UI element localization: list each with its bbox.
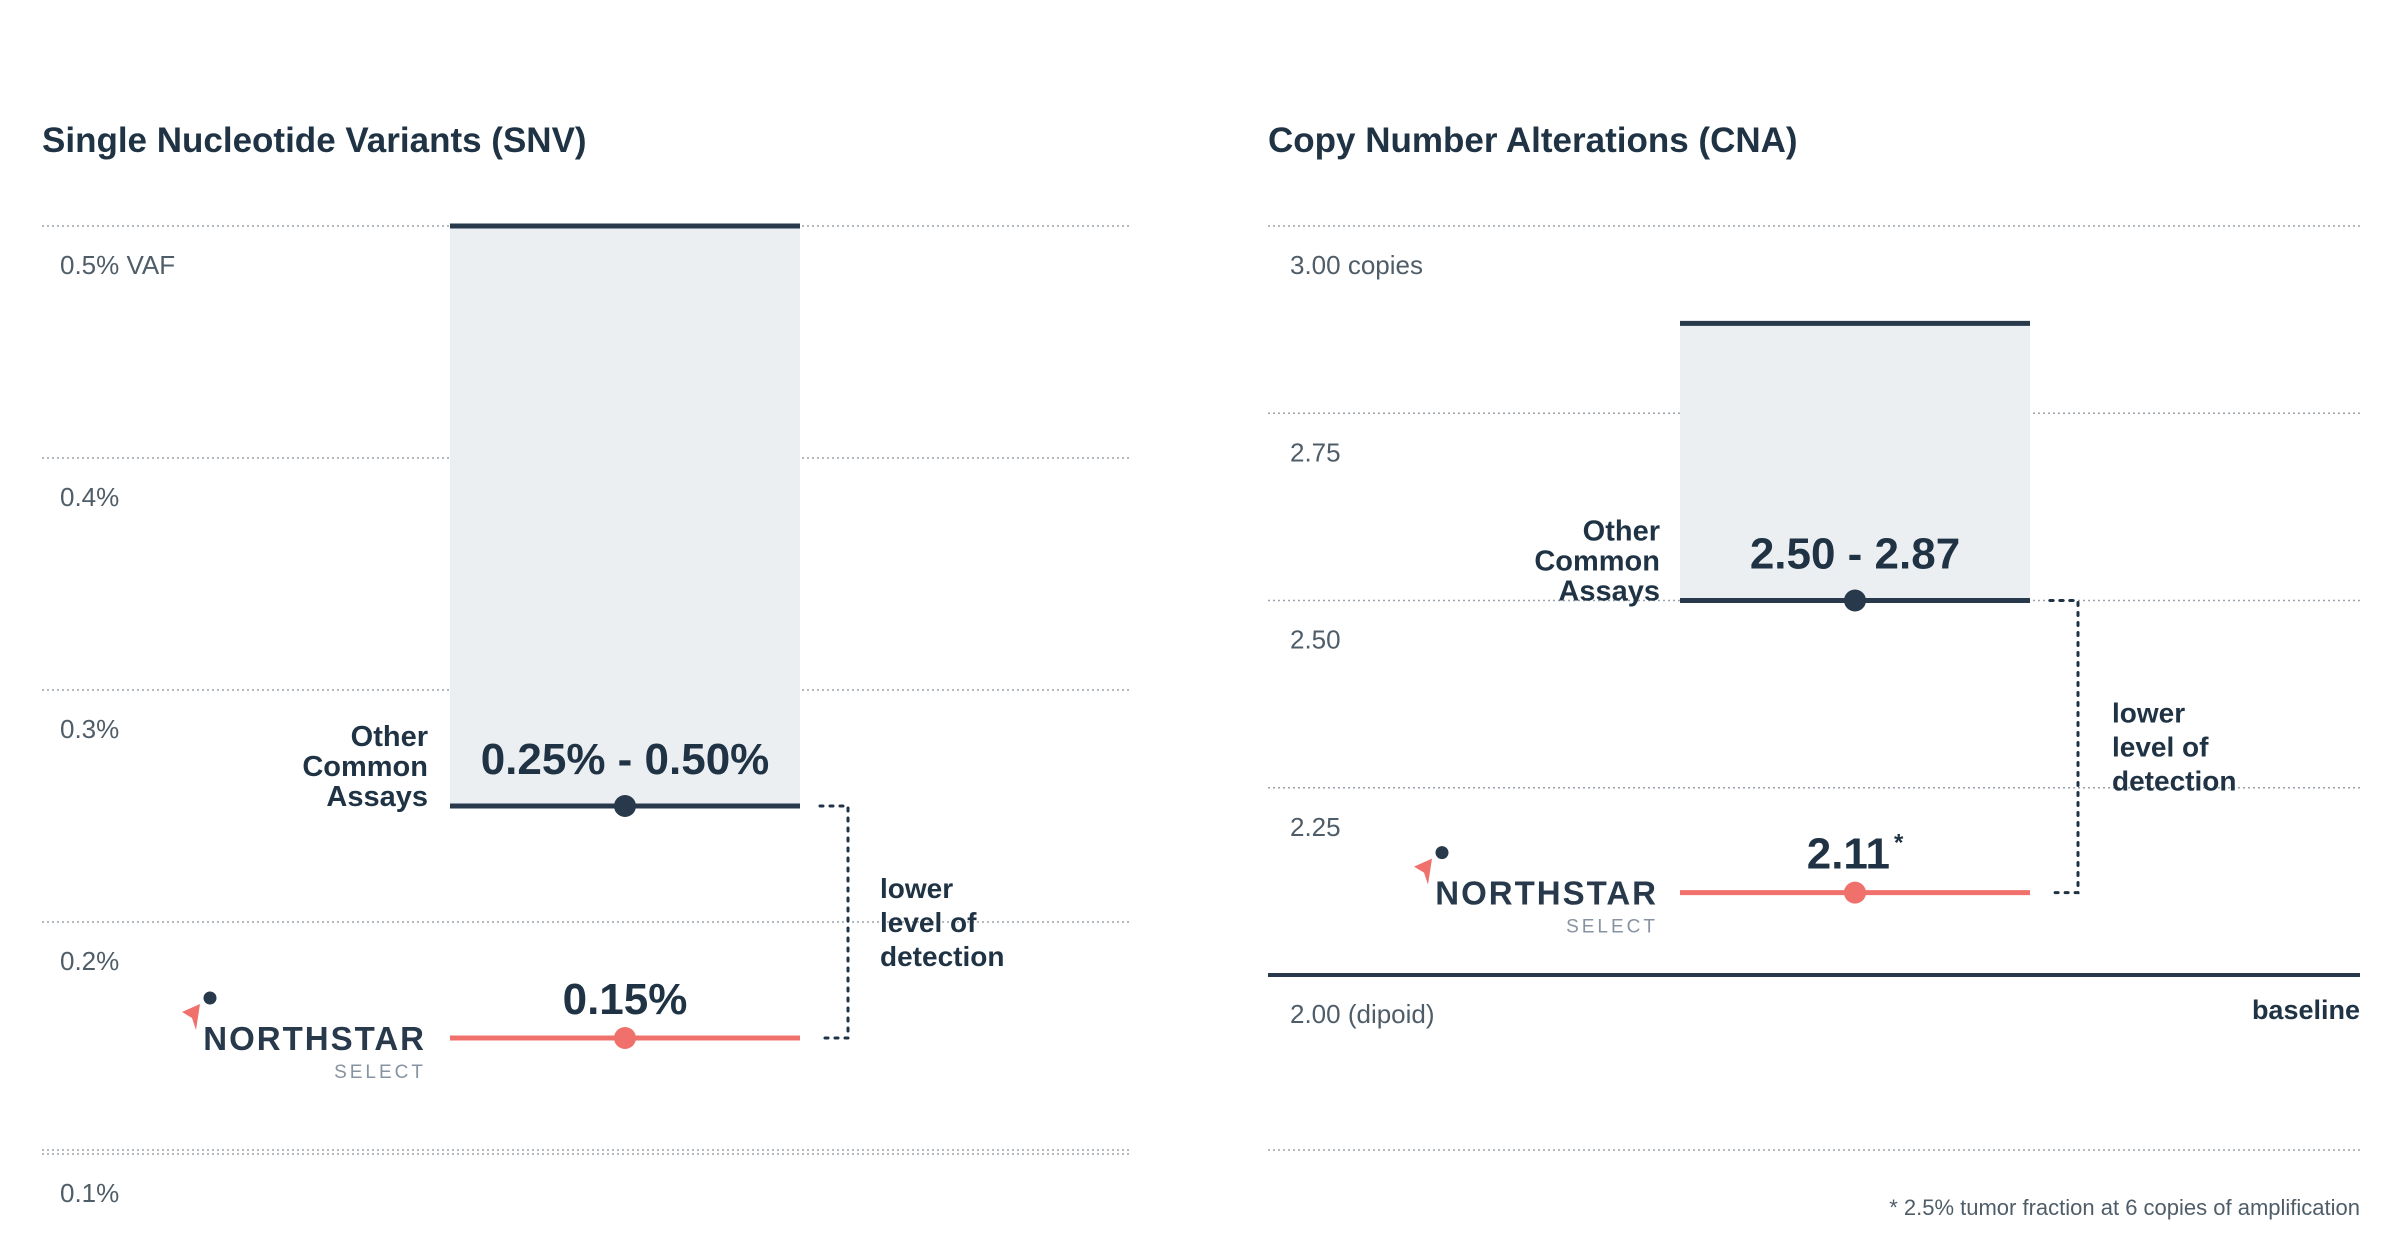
y-tick-label: 3.00 copies bbox=[1290, 250, 1423, 280]
northstar-value-label: 2.11 * bbox=[1807, 830, 1904, 879]
northstar-value: 2.11 bbox=[1807, 830, 1890, 879]
logo-arrow bbox=[182, 1004, 200, 1030]
other-assays-label: Other bbox=[351, 721, 428, 753]
other-assays-label: Assays bbox=[1558, 576, 1660, 608]
logo-dot bbox=[1435, 846, 1449, 860]
other-assays-range-label: 0.25% - 0.50% bbox=[481, 735, 770, 784]
y-tick-label: 2.00 (dipoid) bbox=[1290, 999, 1435, 1029]
y-tick-label: 0.5% VAF bbox=[60, 250, 175, 280]
other-assays-label: Assays bbox=[326, 781, 428, 813]
northstar-brand-sub: SELECT bbox=[1566, 917, 1658, 938]
detection-connector bbox=[2048, 599, 2080, 895]
northstar-marker bbox=[614, 1027, 636, 1049]
y-tick-label: 0.3% bbox=[60, 714, 119, 744]
detection-annotation: lower bbox=[880, 873, 953, 904]
other-assays-marker bbox=[1844, 589, 1866, 612]
logo-dot bbox=[203, 991, 217, 1005]
other-assays-band bbox=[1680, 323, 2030, 601]
northstar-brand: NORTHSTAR bbox=[203, 1020, 426, 1057]
northstar-logo-icon bbox=[182, 991, 217, 1030]
northstar-value-label: 0.15% bbox=[563, 975, 688, 1024]
y-tick-label: 0.4% bbox=[60, 482, 119, 512]
y-tick-label: 2.75 bbox=[1290, 437, 1341, 467]
baseline-label: baseline bbox=[2252, 995, 2360, 1025]
northstar-value: 0.15% bbox=[563, 975, 688, 1024]
footnote: * 2.5% tumor fraction at 6 copies of amp… bbox=[1889, 1195, 2360, 1220]
y-tick-label: 0.1% bbox=[60, 1178, 119, 1208]
chart-panel-2: Copy Number Alterations (CNA) 3.00 copies… bbox=[1268, 121, 2360, 1151]
detection-annotation: lower bbox=[2112, 698, 2185, 729]
detection-annotation: level of bbox=[880, 907, 977, 938]
other-assays-marker bbox=[614, 795, 636, 817]
other-assays-label: Other bbox=[1583, 516, 1660, 548]
chart-title: Single Nucleotide Variants (SNV) bbox=[42, 121, 587, 160]
chart-panel-1: Single Nucleotide Variants (SNV) 0.5% VAF… bbox=[42, 121, 1130, 1208]
other-assays-band bbox=[450, 226, 800, 806]
northstar-logo-icon bbox=[1414, 846, 1449, 885]
northstar-marker bbox=[1844, 881, 1866, 904]
detection-annotation: detection bbox=[880, 941, 1004, 972]
detection-annotation: level of bbox=[2112, 732, 2209, 763]
northstar-brand-sub: SELECT bbox=[334, 1062, 426, 1083]
logo-arrow bbox=[1414, 858, 1432, 885]
detection-connector bbox=[818, 804, 850, 1040]
y-tick-label: 2.50 bbox=[1290, 625, 1341, 655]
chart-title: Copy Number Alterations (CNA) bbox=[1268, 121, 1798, 160]
detection-annotation: detection bbox=[2112, 766, 2236, 797]
y-tick-label: 2.25 bbox=[1290, 812, 1341, 842]
northstar-asterisk: * bbox=[1894, 830, 1904, 857]
other-assays-label: Common bbox=[1534, 546, 1660, 578]
y-tick-label: 0.2% bbox=[60, 946, 119, 976]
other-assays-label: Common bbox=[302, 751, 428, 783]
other-assays-range-label: 2.50 - 2.87 bbox=[1750, 530, 1960, 579]
northstar-brand: NORTHSTAR bbox=[1435, 875, 1658, 912]
